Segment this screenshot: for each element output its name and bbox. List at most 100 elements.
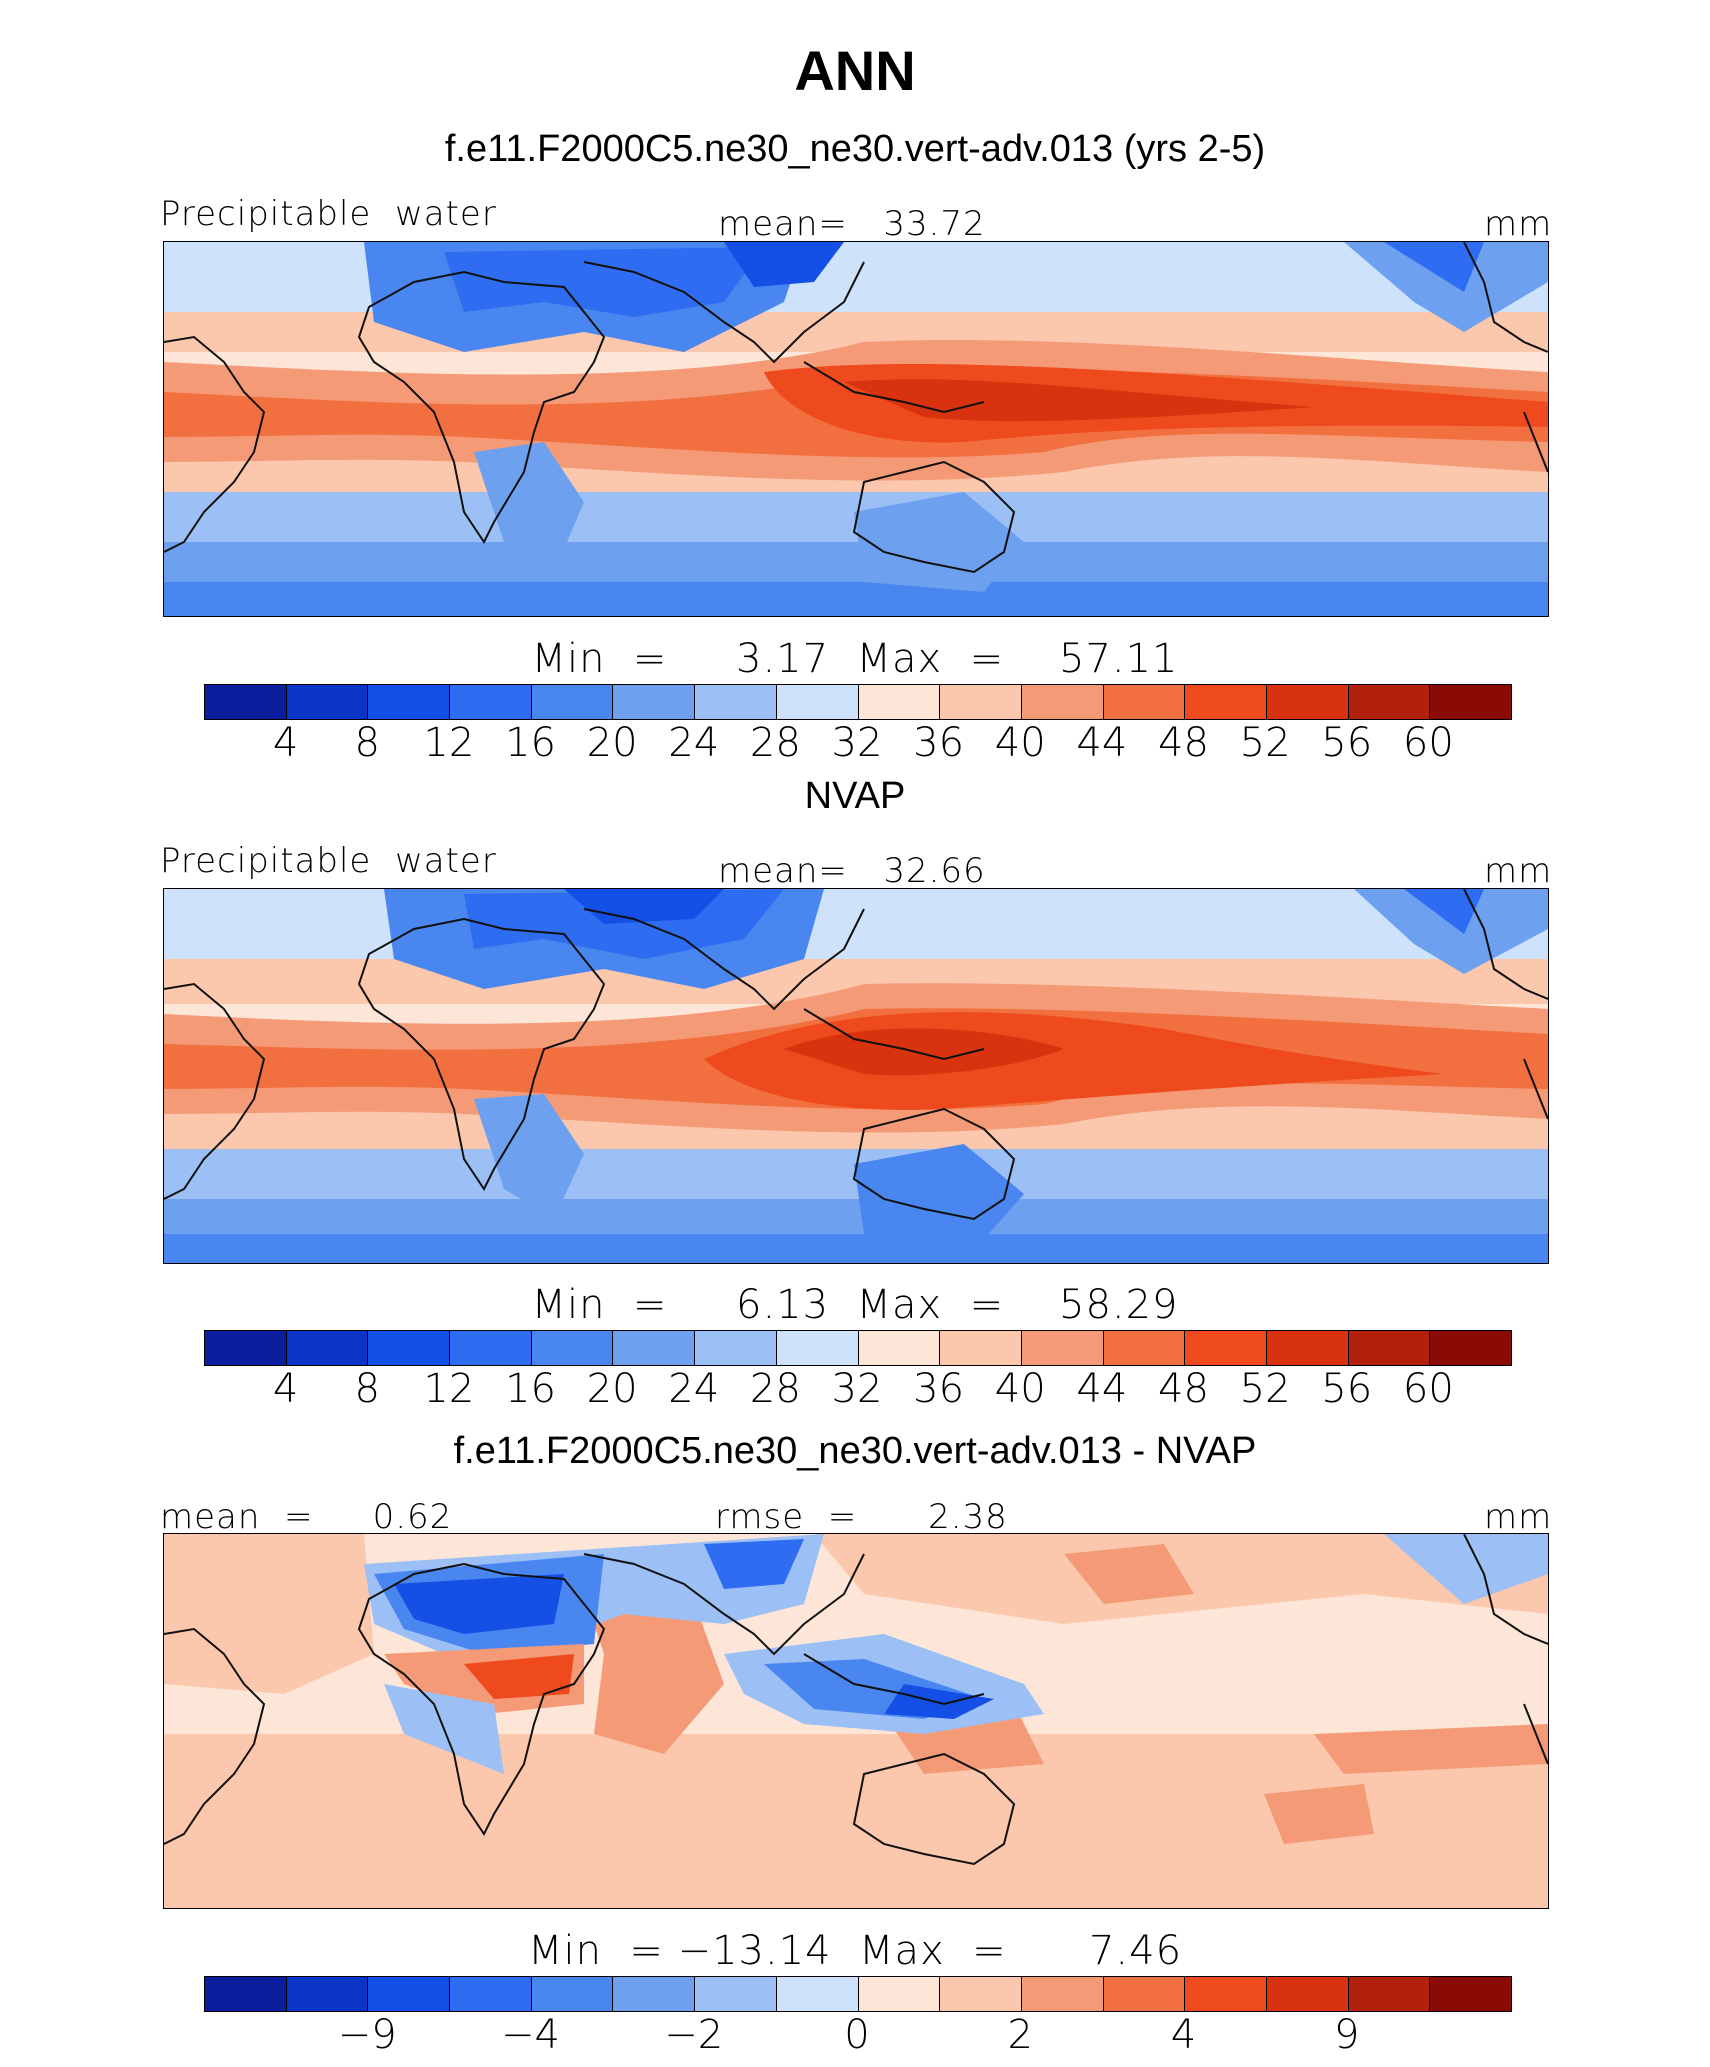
colorbar-swatch — [613, 1977, 696, 2011]
colorbar-tick-label: 4 — [272, 1366, 299, 1412]
colorbar-swatch — [1430, 1977, 1511, 2011]
colorbar-tick-label: 48 — [1158, 720, 1209, 766]
colorbar-tick-label: 44 — [1076, 1366, 1128, 1412]
difference-mean-label: mean = 0.62 — [160, 1497, 453, 1537]
colorbar-swatch — [858, 1331, 941, 1365]
colorbar-swatch — [1430, 1331, 1511, 1365]
colorbar-swatch — [858, 685, 941, 719]
colorbar-swatch — [940, 1977, 1022, 2011]
colorbar-tick-label: 8 — [354, 1366, 380, 1412]
colorbar-tick-label: 32 — [831, 720, 883, 766]
colorbar-tick-label: 20 — [586, 1366, 638, 1412]
colorbar-swatch — [695, 685, 777, 719]
colorbar-tick-label: 4 — [272, 720, 299, 766]
colorbar-tick-label: 44 — [1076, 720, 1128, 766]
colorbar-swatch — [531, 1331, 614, 1365]
colorbar-tick-label: 20 — [586, 720, 638, 766]
colorbar-swatch — [205, 1331, 287, 1365]
panel-title-model: f.e11.F2000C5.ne30_ne30.vert-adv.013 (yr… — [444, 128, 1266, 170]
min-max-stats: Min = 3.17 Max = 57.11 — [531, 636, 1179, 682]
units-label: mm — [1484, 204, 1553, 244]
colorbar-swatch — [858, 1977, 941, 2011]
figure-title: ANN — [794, 39, 916, 102]
colorbar — [204, 684, 1512, 720]
colorbar-swatch — [695, 1977, 777, 2011]
colorbar-swatch — [368, 1977, 451, 2011]
colorbar-swatch — [205, 1977, 287, 2011]
colorbar-tick-label: 40 — [994, 1366, 1046, 1412]
colorbar-swatch — [531, 685, 614, 719]
colorbar-tick-label: 48 — [1158, 1366, 1209, 1412]
colorbar-tick-label: 60 — [1402, 1366, 1454, 1412]
colorbar-swatch — [695, 1331, 777, 1365]
colorbar-swatch — [613, 1331, 696, 1365]
colorbar-swatch — [1103, 1977, 1186, 2011]
colorbar — [204, 1330, 1512, 1366]
colorbar-swatch — [1348, 685, 1431, 719]
min-max-stats: Min = −13.14 Max = 7.46 — [527, 1928, 1183, 1974]
colorbar-swatch — [368, 1331, 451, 1365]
colorbar-ticks: −9 −4 −2 0 2 4 9 — [204, 2012, 1510, 2062]
colorbar-tick-label: 32 — [831, 1366, 883, 1412]
colorbar-swatch — [450, 685, 532, 719]
colorbar-tick-label: 16 — [505, 1366, 556, 1412]
colorbar-swatch — [1103, 685, 1186, 719]
colorbar-tick-label: 4 — [1170, 2012, 1197, 2058]
colorbar-ticks: 4 8 12 16 20 24 28 32 36 40 44 48 52 56 60 — [204, 720, 1510, 770]
units-label: mm — [1484, 851, 1553, 891]
colorbar-swatch — [1348, 1331, 1431, 1365]
colorbar-ticks: 4 8 12 16 20 24 28 32 36 40 44 48 52 56 60 — [204, 1366, 1510, 1416]
map-difference — [163, 1533, 1549, 1909]
colorbar-swatch — [1185, 685, 1267, 719]
variable-label: Precipitable water — [160, 194, 497, 234]
colorbar-tick-label: 24 — [668, 720, 720, 766]
colorbar-tick-label: 56 — [1321, 720, 1373, 766]
colorbar-tick-label: −4 — [501, 2012, 560, 2058]
colorbar-tick-label: 52 — [1239, 1366, 1291, 1412]
map-nvap-precipitable-water — [163, 888, 1549, 1264]
colorbar-tick-label: 40 — [994, 720, 1046, 766]
colorbar-tick-label: 12 — [423, 720, 475, 766]
colorbar-tick-label: 2 — [1007, 2012, 1033, 2058]
colorbar-swatch — [1021, 1977, 1104, 2011]
panel-title-difference: f.e11.F2000C5.ne30_ne30.vert-adv.013 - N… — [453, 1430, 1257, 1472]
colorbar-swatch — [286, 685, 369, 719]
colorbar-swatch — [940, 685, 1022, 719]
colorbar-swatch — [1021, 1331, 1104, 1365]
rmse-label: rmse = 2.38 — [715, 1497, 1008, 1537]
colorbar-swatch — [1430, 685, 1511, 719]
units-label: mm — [1484, 1497, 1553, 1537]
colorbar-swatch — [531, 1977, 614, 2011]
colorbar-tick-label: 16 — [505, 720, 556, 766]
colorbar-swatch — [450, 1331, 532, 1365]
colorbar-swatch — [205, 685, 287, 719]
variable-label: Precipitable water — [160, 841, 497, 881]
colorbar-tick-label: −2 — [664, 2012, 724, 2058]
colorbar-swatch — [1348, 1977, 1431, 2011]
colorbar-swatch — [450, 1977, 532, 2011]
colorbar-swatch — [1185, 1977, 1267, 2011]
colorbar-swatch — [776, 1977, 859, 2011]
colorbar-tick-label: 56 — [1321, 1366, 1373, 1412]
min-max-stats: Min = 6.13 Max = 58.29 — [531, 1282, 1179, 1328]
colorbar-tick-label: −9 — [337, 2012, 397, 2058]
colorbar-tick-label: 24 — [668, 1366, 720, 1412]
mean-label: mean= 33.72 — [718, 204, 986, 244]
colorbar-swatch — [1185, 1331, 1267, 1365]
colorbar-tick-label: 12 — [423, 1366, 475, 1412]
colorbar-tick-label: 28 — [749, 1366, 801, 1412]
colorbar-swatch — [940, 1331, 1022, 1365]
panel-title-obs: NVAP — [804, 775, 906, 817]
colorbar-tick-label: 60 — [1402, 720, 1454, 766]
colorbar-swatch — [776, 1331, 859, 1365]
colorbar-tick-label: 36 — [913, 720, 965, 766]
colorbar-swatch — [1266, 1331, 1349, 1365]
colorbar-tick-label: 9 — [1334, 2012, 1360, 2058]
colorbar-swatch — [776, 685, 859, 719]
colorbar-swatch — [368, 685, 451, 719]
colorbar-tick-label: 52 — [1239, 720, 1291, 766]
colorbar-swatch — [286, 1331, 369, 1365]
colorbar-swatch — [1103, 1331, 1186, 1365]
colorbar-swatch — [613, 685, 696, 719]
colorbar — [204, 1976, 1512, 2012]
